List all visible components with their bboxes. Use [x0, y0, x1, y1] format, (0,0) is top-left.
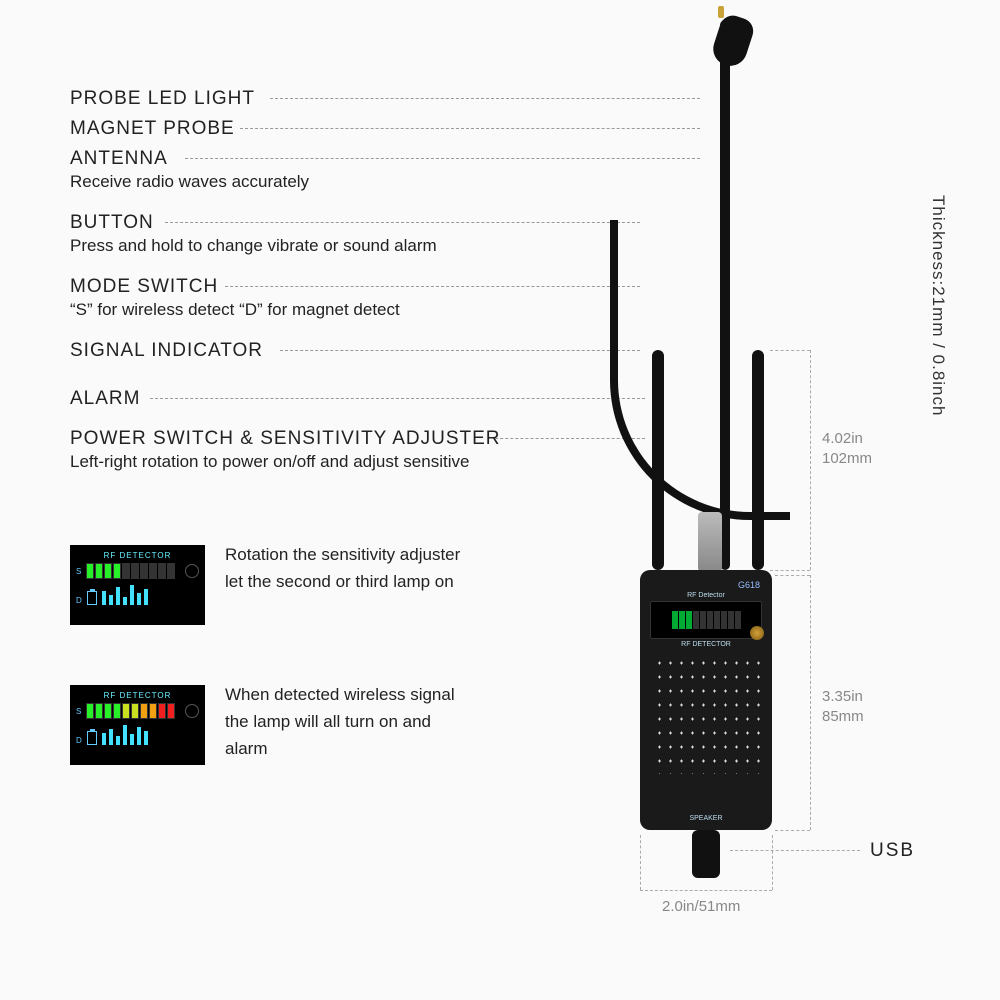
dim-tick [772, 835, 773, 890]
callout-desc: Receive radio waves accurately [70, 172, 309, 192]
dim-antenna-in: 4.02in [822, 430, 863, 447]
probe-head [709, 12, 757, 70]
callout-title: MODE SWITCH [70, 276, 400, 298]
speaker-grille [652, 654, 760, 774]
dim-tick [775, 575, 810, 576]
model-label: G618 [652, 580, 760, 590]
callout-desc: Press and hold to change vibrate or soun… [70, 236, 437, 256]
callout-title: BUTTON [70, 212, 437, 234]
callout-magnet_probe: MAGNET PROBE [70, 118, 235, 140]
callout-antenna: ANTENNAReceive radio waves accurately [70, 148, 309, 192]
callout-desc: Left-right rotation to power on/off and … [70, 452, 501, 472]
callout-title: MAGNET PROBE [70, 118, 235, 140]
dim-width: 2.0in/51mm [662, 898, 740, 915]
leader-line [280, 350, 640, 351]
callout-title: POWER SWITCH & SENSITIVITY ADJUSTER [70, 428, 501, 450]
callout-title: PROBE LED LIGHT [70, 88, 255, 110]
leader-line [150, 398, 645, 399]
usb-label: USB [870, 840, 915, 862]
callout-alarm: ALARM [70, 388, 140, 410]
rf-detector-label-small: RF Detector [646, 592, 766, 599]
gold-pin [718, 6, 724, 18]
callout-title: ALARM [70, 388, 140, 410]
sensitivity-knob [750, 626, 764, 640]
antenna-right [752, 350, 764, 570]
dim-tick [775, 830, 810, 831]
antenna-connector [698, 512, 722, 572]
dim-width-guide [640, 890, 772, 891]
thickness-label: Thickness:21mm / 0.8inch [928, 195, 948, 416]
dim-antenna-mm: 102mm [822, 450, 872, 467]
lcd-header: RF DETECTOR [76, 691, 199, 700]
dim-tick [770, 570, 810, 571]
callout-power: POWER SWITCH & SENSITIVITY ADJUSTERLeft-… [70, 428, 501, 472]
dim-body-mm: 85mm [822, 708, 864, 725]
dim-tick [770, 350, 810, 351]
callout-desc: “S” for wireless detect “D” for magnet d… [70, 300, 400, 320]
lcd1-description: Rotation the sensitivity adjuster let th… [225, 541, 465, 595]
usb-leader [730, 850, 860, 851]
dim-antenna-guide [810, 350, 811, 570]
antenna-left [652, 350, 664, 570]
device-body: G618 RF Detector RF DETECTOR SPEAKER [640, 570, 772, 830]
callout-button: BUTTONPress and hold to change vibrate o… [70, 212, 437, 256]
device-screen [650, 601, 762, 639]
callout-mode_switch: MODE SWITCH“S” for wireless detect “D” f… [70, 276, 400, 320]
dim-tick [640, 835, 641, 890]
lcd-header: RF DETECTOR [76, 551, 199, 560]
callout-title: SIGNAL INDICATOR [70, 340, 263, 362]
bottom-connector [692, 830, 720, 878]
lcd1-panel: RF DETECTORSDM [70, 545, 205, 625]
callout-title: ANTENNA [70, 148, 309, 170]
callout-signal_ind: SIGNAL INDICATOR [70, 340, 263, 362]
leader-line [225, 286, 640, 287]
device-illustration: G618 RF Detector RF DETECTOR SPEAKER 4.0… [600, 20, 900, 920]
speaker-label: SPEAKER [640, 815, 772, 822]
lcd2-panel: RF DETECTORSDM [70, 685, 205, 765]
dim-body-guide [810, 575, 811, 830]
dim-body-in: 3.35in [822, 688, 863, 705]
lcd2-description: When detected wireless signal the lamp w… [225, 681, 465, 763]
rf-detector-label: RF DETECTOR [646, 641, 766, 648]
leader-line [165, 222, 640, 223]
callout-probe_led: PROBE LED LIGHT [70, 88, 255, 110]
